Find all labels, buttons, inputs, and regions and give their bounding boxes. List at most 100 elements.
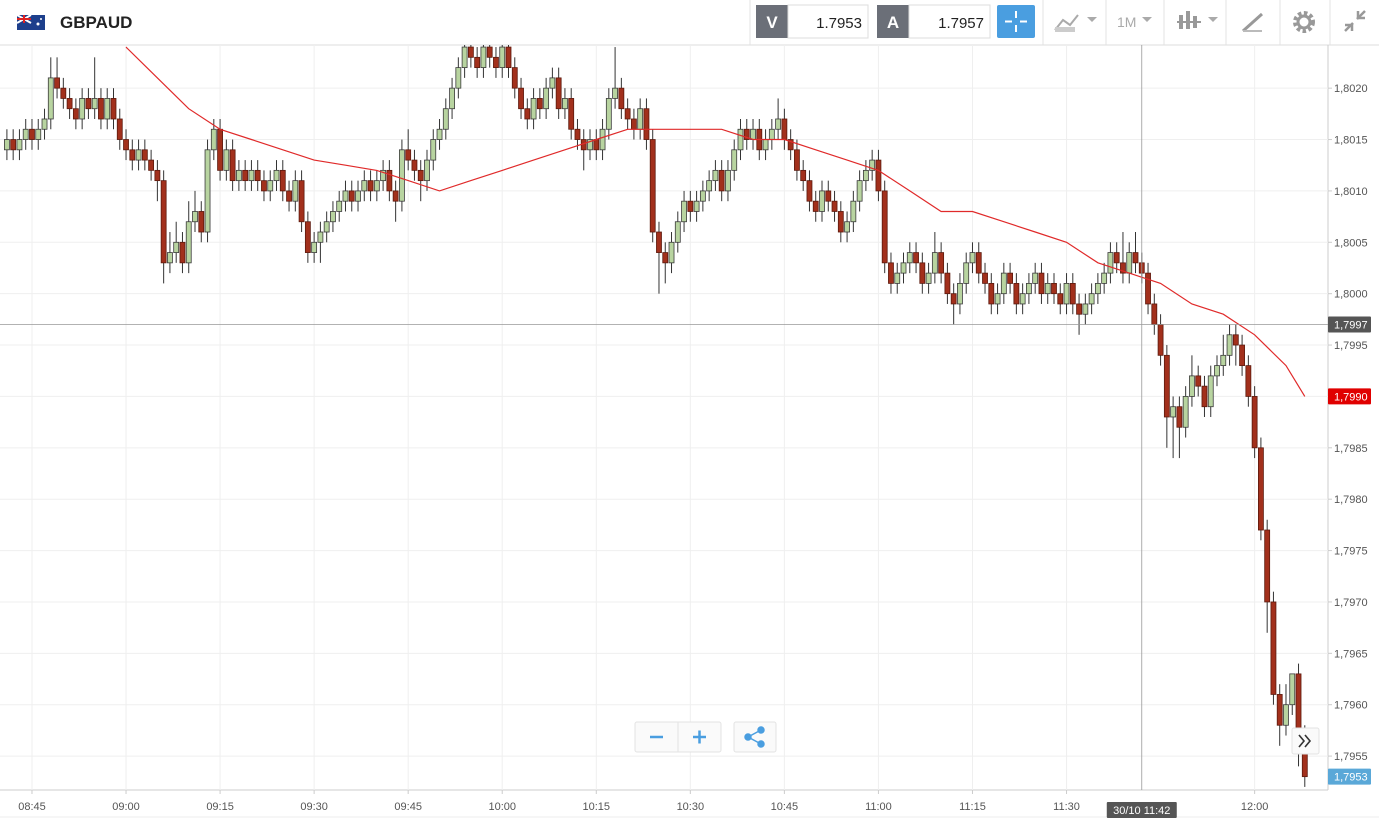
- fullscreen-button[interactable]: [1344, 10, 1366, 32]
- candle-body: [1295, 673, 1302, 736]
- candle-body: [1289, 673, 1296, 706]
- candle-body: [98, 98, 104, 120]
- candle-body: [812, 200, 819, 212]
- candle-body: [1094, 282, 1101, 295]
- x-tick-label: 09:15: [206, 801, 234, 813]
- candle-body: [173, 241, 180, 253]
- candle-body: [342, 190, 349, 202]
- candle-body: [543, 87, 550, 110]
- candle-body: [1214, 365, 1220, 377]
- candle-body: [762, 139, 769, 151]
- candle-body: [217, 128, 223, 171]
- candle-body: [1038, 272, 1045, 295]
- candle-body: [436, 128, 443, 140]
- y-tick-label: 1,8000: [1334, 289, 1368, 301]
- candle-body: [493, 56, 499, 69]
- y-tick-label: 1,7970: [1334, 597, 1368, 609]
- x-tick-label: 09:45: [394, 801, 422, 813]
- candle-body: [925, 272, 932, 284]
- sell-label: V: [766, 13, 778, 32]
- candle-body: [154, 169, 161, 182]
- candle-body: [54, 77, 60, 89]
- candle-body: [1163, 354, 1170, 418]
- candle-body: [1076, 303, 1082, 315]
- y-tick-label: 1,8020: [1334, 83, 1368, 95]
- candle-body: [380, 169, 387, 182]
- y-tick-label: 1,8010: [1334, 186, 1368, 198]
- candle-body: [286, 190, 292, 202]
- chart-type-button[interactable]: [1177, 11, 1218, 29]
- candle-body: [330, 211, 336, 223]
- candle-body: [1019, 293, 1026, 305]
- settings-button[interactable]: [1293, 11, 1315, 33]
- candle-body: [480, 46, 487, 69]
- share-button[interactable]: [733, 721, 777, 753]
- candle-body: [919, 262, 926, 284]
- zoom-in[interactable]: [693, 730, 706, 744]
- timeframe[interactable]: 1M: [1117, 14, 1136, 30]
- sell-price: 1.7953: [816, 15, 862, 32]
- candle-body: [944, 272, 951, 295]
- candle-body: [1088, 293, 1095, 305]
- candle-body: [104, 98, 111, 120]
- candle-body: [66, 98, 73, 110]
- candle-body: [486, 46, 493, 58]
- candle-body: [643, 108, 650, 140]
- y-tick-label: 1,7975: [1334, 546, 1368, 558]
- crosshair-time-bg: [1106, 802, 1177, 818]
- candle-body: [60, 87, 67, 99]
- last-price-bg: [1328, 768, 1371, 785]
- candle-body: [399, 149, 405, 202]
- crosshair-price-bg: [1328, 316, 1371, 333]
- buy-button[interactable]: [877, 5, 909, 38]
- indicator-button[interactable]: [1054, 14, 1097, 32]
- candle-body: [192, 211, 198, 223]
- candle-body: [373, 180, 380, 192]
- candle-body: [1051, 282, 1057, 295]
- candle-body: [530, 98, 537, 120]
- candle-body: [141, 149, 148, 161]
- candle-body: [549, 77, 556, 89]
- candle-body: [1082, 303, 1089, 315]
- candle-body: [775, 118, 782, 130]
- crosshair-price: 1,7997: [1334, 320, 1368, 332]
- scroll-end-button[interactable]: [1291, 727, 1320, 755]
- candle-body: [1126, 252, 1133, 274]
- x-tick-label: 12:00: [1241, 801, 1269, 813]
- candle-body: [304, 221, 311, 253]
- y-tick-label: 1,7980: [1334, 494, 1368, 506]
- candle-body: [875, 159, 882, 192]
- candle-body: [518, 87, 524, 110]
- candle-body: [467, 46, 474, 58]
- candle-body: [499, 46, 506, 69]
- header-bg: [0, 0, 1379, 45]
- candle-body: [1132, 252, 1139, 264]
- candle-body: [931, 252, 938, 274]
- candle-body: [411, 159, 418, 171]
- candle-body: [1057, 293, 1064, 305]
- y-tick-label: 1,7995: [1334, 340, 1368, 352]
- candle-body: [593, 139, 600, 151]
- sell-price-box: [787, 4, 869, 39]
- candle-body: [649, 139, 656, 233]
- sell-button[interactable]: [756, 5, 788, 38]
- crosshair-time: 30/10 11:42: [1113, 805, 1170, 817]
- candle-body: [562, 98, 568, 110]
- candle-body: [235, 169, 242, 182]
- candle-body: [1026, 282, 1032, 295]
- candle-body: [612, 87, 618, 99]
- candle-body: [787, 139, 794, 151]
- candle-body: [536, 98, 543, 110]
- y-tick-label: 1,7985: [1334, 443, 1368, 455]
- x-tick-label: 09:30: [300, 801, 328, 813]
- candle-body: [505, 46, 512, 69]
- candle-body: [1145, 272, 1151, 305]
- candle-body: [574, 128, 581, 140]
- crosshair-button[interactable]: [997, 5, 1035, 38]
- draw-button[interactable]: [1241, 12, 1264, 33]
- candle-body: [91, 98, 98, 110]
- candle-body: [725, 169, 731, 192]
- candle-body: [1032, 272, 1039, 284]
- candle-body: [405, 149, 412, 161]
- candle-body: [1245, 365, 1252, 397]
